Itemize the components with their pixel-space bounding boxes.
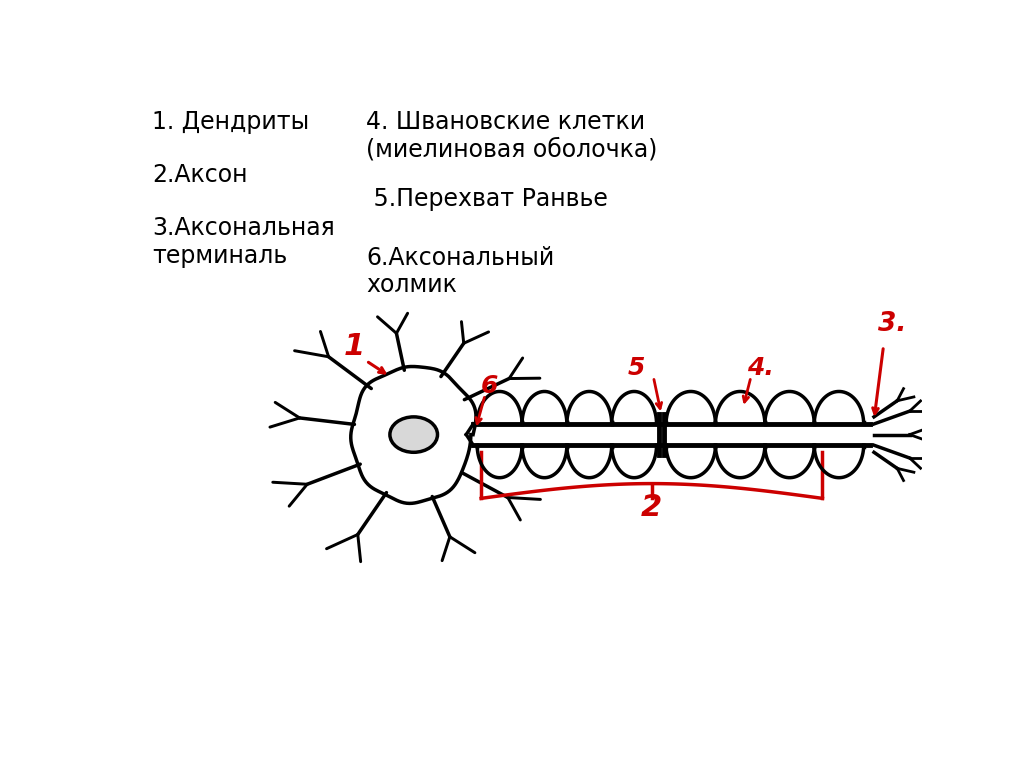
Text: 1. Дендриты: 1. Дендриты (152, 110, 309, 133)
Text: 2.Аксон: 2.Аксон (152, 163, 248, 187)
Text: 6: 6 (481, 374, 499, 398)
Polygon shape (351, 367, 476, 503)
Text: 3.: 3. (878, 311, 906, 337)
Text: 4.: 4. (748, 356, 774, 380)
Text: 5: 5 (628, 356, 645, 380)
Text: 2: 2 (641, 493, 663, 522)
Text: 1: 1 (343, 332, 365, 360)
Circle shape (390, 417, 437, 453)
Text: 6.Аксональный
холмик: 6.Аксональный холмик (367, 245, 554, 298)
Text: 5.Перехват Ранвье: 5.Перехват Ранвье (367, 186, 608, 210)
Text: 4. Швановские клетки
(миелиновая оболочка): 4. Швановские клетки (миелиновая оболочк… (367, 110, 657, 162)
Text: 3.Аксональная
терминаль: 3.Аксональная терминаль (152, 216, 335, 268)
